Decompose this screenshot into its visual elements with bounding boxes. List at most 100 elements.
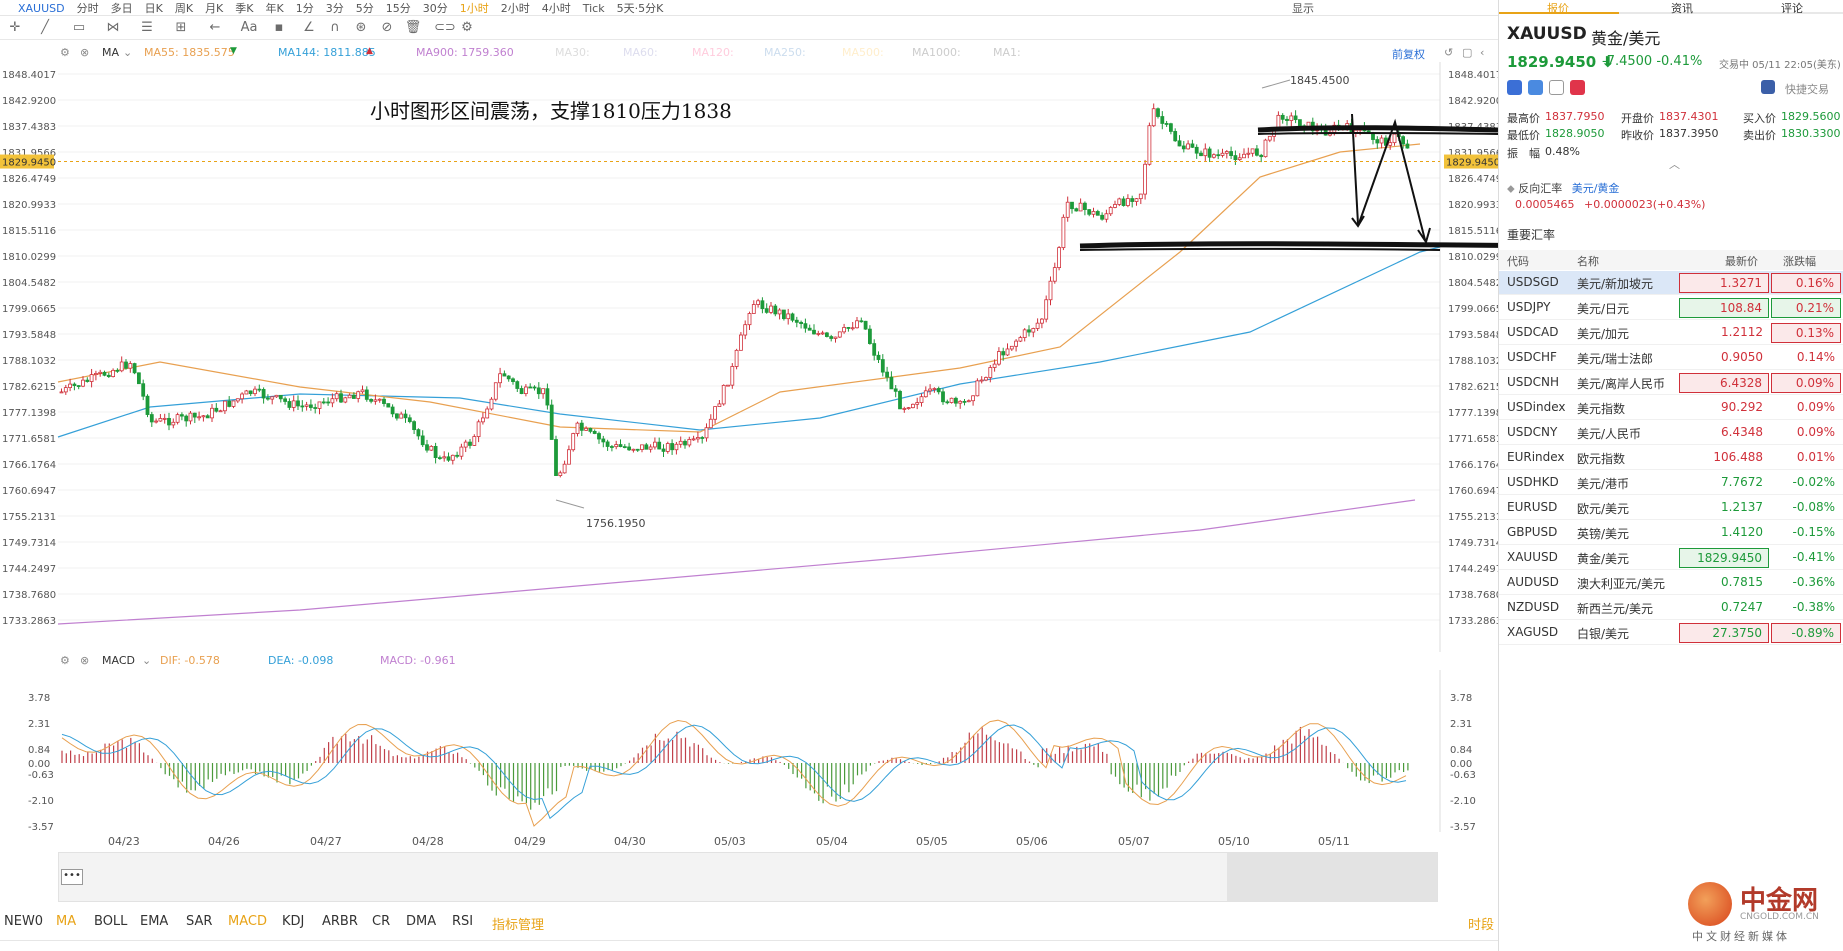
quick-trade-link[interactable]: 快捷交易	[1785, 83, 1829, 96]
close-icon[interactable]: ⊗	[80, 46, 90, 59]
bell-icon[interactable]	[1761, 80, 1775, 94]
sync-tool-icon[interactable]: ⊛	[355, 20, 367, 35]
rect-tool-icon[interactable]: ▭	[72, 20, 86, 35]
chart-navigator[interactable]: •••	[58, 852, 1438, 902]
indicator-9[interactable]: CR	[372, 914, 391, 929]
period-tab[interactable]: 5天·5分K	[616, 2, 664, 15]
rate-row[interactable]: USDindex 美元指数 90.292 0.09%	[1499, 396, 1843, 420]
collapse-icon[interactable]: ‹	[1480, 46, 1485, 59]
macd-settings-icon[interactable]: ⚙	[60, 654, 70, 667]
restore-link[interactable]: 前复权	[1392, 48, 1425, 61]
rate-row[interactable]: GBPUSD 英镑/美元 1.4120 -0.15%	[1499, 521, 1843, 545]
rate-row[interactable]: XAUUSD 黄金/美元 1829.9450 -0.41%	[1499, 546, 1843, 570]
analysis-annotation: 小时图形区间震荡，支撑1810压力1838	[370, 99, 732, 123]
rate-row[interactable]: USDJPY 美元/日元 108.84 0.21%	[1499, 296, 1843, 320]
trash-icon[interactable]: 🗑	[404, 20, 422, 35]
arrow-tool-icon[interactable]: ←	[209, 20, 221, 35]
display-menu[interactable]: 显示	[1292, 2, 1314, 15]
ma144-line	[57, 246, 1441, 438]
rate-row[interactable]: AUDUSD 澳大利亚元/美元 0.7815 -0.36%	[1499, 571, 1843, 595]
undo-icon[interactable]: ↺	[1444, 46, 1454, 59]
globe-icon[interactable]	[1507, 80, 1522, 95]
doc-icon[interactable]	[1549, 80, 1564, 95]
rate-row[interactable]: NZDUSD 新西兰元/美元 0.7247 -0.38%	[1499, 596, 1843, 620]
comment-tool-icon[interactable]: ▪	[274, 20, 284, 35]
rate-row[interactable]: USDHKD 美元/港币 7.7672 -0.02%	[1499, 471, 1843, 495]
macd-close-icon[interactable]: ⊗	[80, 654, 90, 667]
y-tick-label-right: 1799.0665	[1448, 304, 1498, 315]
hide-tool-icon[interactable]: ⊘	[381, 20, 393, 35]
indicator-3[interactable]: BOLL	[94, 914, 128, 929]
period-tab[interactable]: 1小时	[459, 2, 489, 15]
macd-chevron-icon[interactable]: ⌄	[142, 654, 152, 667]
link-tool-icon[interactable]: ⊂⊃	[434, 20, 456, 35]
chevron-down-icon[interactable]: ⌄	[123, 46, 133, 59]
collapse-caret-icon[interactable]: ︿	[1669, 158, 1680, 171]
period-tab[interactable]: 多日	[110, 2, 133, 15]
period-tab[interactable]: 季K	[235, 2, 254, 15]
period-tab[interactable]: 周K	[174, 2, 194, 15]
rate-row[interactable]: XAGUSD 白银/美元 27.3750 -0.89%	[1499, 621, 1843, 645]
navigator-window[interactable]	[1227, 853, 1437, 901]
indicator-4[interactable]: EMA	[140, 914, 169, 929]
quote-panel: 报价 资讯 评论 XAUUSD 黄金/美元 1829.9450 ⬇ -7.450…	[1498, 0, 1843, 951]
candle-body	[188, 412, 193, 422]
candle-body	[923, 390, 928, 398]
period-tab[interactable]: 2小时	[500, 2, 530, 15]
indicator-6[interactable]: MACD	[228, 914, 267, 929]
rate-row[interactable]: EURUSD 欧元/美元 1.2137 -0.08%	[1499, 496, 1843, 520]
symbol-tab[interactable]: XAUUSD	[18, 2, 65, 15]
indicator-10[interactable]: DMA	[406, 914, 437, 929]
indicator-1[interactable]: NEW0	[4, 914, 44, 929]
period-tab[interactable]: 3分	[325, 2, 344, 15]
period-tab[interactable]: 30分	[422, 2, 448, 15]
indicator-2[interactable]: MA	[56, 914, 77, 929]
macd-chart[interactable]: 3.78 3.782.31 2.310.84 0.840.00 0.00-0.63 -0.…	[0, 670, 1498, 832]
rate-row[interactable]: USDCHF 美元/瑞士法郎 0.9050 0.14%	[1499, 346, 1843, 370]
reverse-pair-link[interactable]: 美元/黄金	[1571, 182, 1620, 195]
fib-tool-icon[interactable]: ⋈	[106, 20, 120, 35]
period-tab[interactable]: 5分	[355, 2, 374, 15]
tag-icon[interactable]	[1528, 80, 1543, 95]
ma-label[interactable]: MA	[102, 46, 120, 59]
heart-icon[interactable]	[1570, 80, 1585, 95]
settings-tool-icon[interactable]: ⚙	[461, 20, 473, 35]
timeframe-link[interactable]: 时段	[1468, 918, 1495, 933]
tab-news[interactable]: 资讯	[1671, 2, 1693, 15]
period-tab[interactable]: 日K	[144, 2, 163, 15]
rate-row[interactable]: USDCNY 美元/人民币 6.4348 0.09%	[1499, 421, 1843, 445]
indicator-5[interactable]: SAR	[186, 914, 213, 929]
measure-tool-icon[interactable]: ⊞	[175, 20, 187, 35]
macd-label[interactable]: MACD	[102, 654, 135, 667]
pencil-tool-icon[interactable]: ∠	[303, 20, 315, 35]
tab-quote[interactable]: 报价	[1547, 2, 1569, 15]
indicator-11[interactable]: RSI	[452, 914, 474, 929]
candle-body	[691, 438, 696, 441]
text-tool-icon[interactable]: Aa	[240, 20, 258, 35]
period-tab[interactable]: 月K	[205, 2, 224, 15]
tab-comments[interactable]: 评论	[1781, 2, 1803, 15]
line-tool-icon[interactable]: ╱	[41, 20, 49, 35]
period-tab[interactable]: 4小时	[541, 2, 571, 15]
indicator-8[interactable]: ARBR	[322, 914, 358, 929]
channel-tool-icon[interactable]: ☰	[141, 20, 153, 35]
price-chart[interactable]: 1848.4017 1848.4017 1842.9200 1842.9200 1837…	[0, 62, 1498, 652]
rate-row[interactable]: USDSGD 美元/新加坡元 1.3271 0.16%	[1499, 271, 1843, 295]
indicator-7[interactable]: KDJ	[282, 914, 305, 929]
rate-row[interactable]: USDCNH 美元/离岸人民币 6.4328 0.09%	[1499, 371, 1843, 395]
magnet-tool-icon[interactable]: ∩	[330, 20, 340, 35]
navigator-handle-icon[interactable]: •••	[61, 869, 83, 885]
period-tab[interactable]: 年K	[265, 2, 284, 15]
candle-body	[700, 437, 705, 439]
period-tab[interactable]: 分时	[76, 2, 99, 15]
candle-body	[68, 383, 72, 388]
rate-row[interactable]: EURindex 欧元指数 106.488 0.01%	[1499, 446, 1843, 470]
indicator-12[interactable]: 指标管理	[492, 918, 545, 933]
fullscreen-icon[interactable]: ▢	[1462, 46, 1473, 59]
rate-row[interactable]: USDCAD 美元/加元 1.2112 0.13%	[1499, 321, 1843, 345]
period-tab[interactable]: 15分	[385, 2, 411, 15]
period-tab[interactable]: Tick	[582, 2, 605, 15]
period-tab[interactable]: 1分	[295, 2, 314, 15]
crosshair-icon[interactable]: ✛	[9, 20, 21, 35]
settings-icon[interactable]: ⚙	[60, 46, 70, 59]
